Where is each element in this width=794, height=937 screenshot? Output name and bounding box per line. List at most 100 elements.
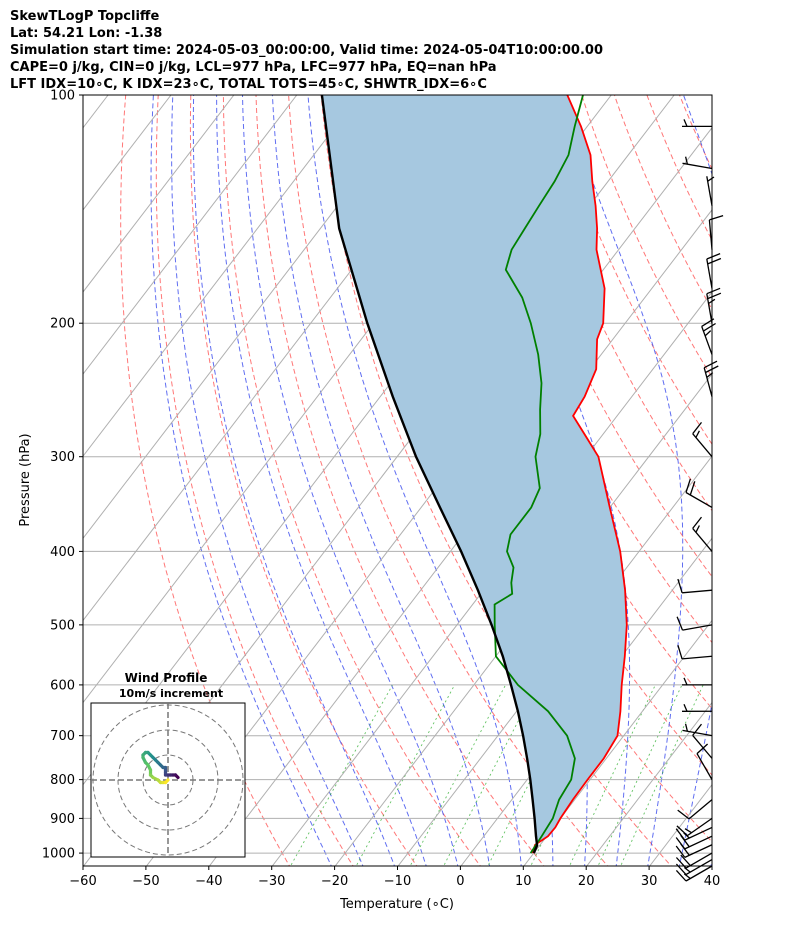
isotherm-gridline — [397, 455, 712, 866]
wind-barb — [676, 616, 713, 631]
moist-adiabat — [563, 95, 684, 866]
y-tick-label: 200 — [50, 317, 75, 332]
x-axis-label: Temperature (∘C) — [339, 897, 454, 912]
x-tick-label: −20 — [321, 874, 348, 889]
dry-adiabat — [769, 78, 794, 869]
x-tick-label: 40 — [704, 874, 721, 889]
wind-barb — [692, 723, 713, 759]
plot-content — [83, 78, 794, 869]
x-tick-label: −30 — [258, 874, 285, 889]
dry-adiabat — [255, 95, 545, 866]
y-tick-label: 400 — [50, 545, 75, 560]
wind-barb — [681, 119, 713, 128]
isotherm-gridline — [334, 373, 712, 866]
x-tick-label: 20 — [578, 874, 595, 889]
dry-adiabat — [385, 95, 712, 776]
wind-barb — [692, 516, 713, 552]
x-tick-label: −50 — [132, 874, 159, 889]
dry-adiabat — [155, 95, 354, 866]
hodograph-title: Wind Profile — [125, 671, 208, 685]
simulation-times: Simulation start time: 2024-05-03_00:00:… — [10, 43, 603, 58]
y-axis-label: Pressure (hPa) — [18, 433, 33, 526]
moist-adiabat — [710, 859, 712, 866]
x-tick-label: 10 — [515, 874, 532, 889]
wind-barb — [692, 422, 713, 458]
wind-barb — [696, 743, 713, 780]
wind-barb — [682, 723, 713, 737]
wind-barbs — [675, 119, 724, 882]
y-tick-label: 300 — [50, 450, 75, 465]
dry-adiabat — [548, 95, 712, 446]
mixing-ratio-line — [289, 684, 393, 866]
x-axis: −60 −50 −40 −30 −20 −10 0 10 20 30 40 — [69, 866, 720, 889]
wind-barb — [706, 176, 715, 206]
mixing-ratio-line — [597, 684, 683, 866]
isotherm-gridline — [523, 619, 712, 866]
wind-barb — [708, 214, 724, 250]
x-tick-label: 0 — [456, 874, 464, 889]
x-tick-label: −10 — [384, 874, 411, 889]
y-tick-label: 500 — [50, 618, 75, 633]
wind-barb — [681, 677, 713, 686]
moist-adiabat — [473, 95, 631, 866]
chart-header: SkewTLogP Topcliffe Lat: 54.21 Lon: -1.3… — [10, 8, 603, 93]
y-tick-label: 900 — [50, 812, 75, 827]
wind-barb — [682, 156, 713, 170]
x-tick-label: −40 — [195, 874, 222, 889]
wind-barb — [685, 478, 713, 509]
stability-indices: LFT IDX=10∘C, K IDX=23∘C, TOTAL TOTS=45∘… — [10, 77, 487, 92]
parcel-profile — [320, 95, 539, 854]
wind-barb — [675, 852, 713, 869]
stability-parameters: CAPE=0 j/kg, CIN=0 j/kg, LCL=977 hPa, LF… — [10, 60, 497, 75]
y-tick-label: 700 — [50, 729, 75, 744]
dry-adiabat — [222, 95, 482, 866]
x-tick-label: −60 — [69, 874, 96, 889]
dry-adiabat — [288, 95, 609, 866]
hodograph-plot — [91, 703, 245, 857]
wind-barb — [677, 645, 713, 660]
wind-barb — [701, 318, 716, 355]
hodograph: Wind Profile 10m/s increment — [90, 671, 246, 858]
parcel-shading — [321, 95, 627, 854]
hodograph-segment — [163, 778, 170, 785]
chart-title: SkewTLogP Topcliffe — [10, 9, 160, 24]
wind-barb — [677, 578, 713, 594]
mixing-ratio-line — [569, 684, 656, 866]
mixing-ratio-line — [620, 684, 704, 866]
hodograph-subtitle: 10m/s increment — [119, 687, 223, 700]
moist-adiabat — [216, 95, 427, 866]
dry-adiabat — [737, 78, 794, 869]
isotherm-gridline — [83, 95, 235, 293]
mixing-ratio-line — [355, 684, 456, 866]
moist-adiabat — [242, 95, 459, 866]
station-coordinates: Lat: 54.21 Lon: -1.38 — [10, 26, 163, 41]
isotherm-gridline — [713, 95, 794, 866]
wind-barb — [706, 252, 722, 289]
moist-adiabat — [171, 95, 364, 866]
y-axis: 1000 900 800 700 600 500 400 300 200 100 — [42, 89, 83, 862]
y-tick-label: 800 — [50, 773, 75, 788]
wind-barb — [681, 704, 713, 712]
dry-adiabat — [120, 95, 291, 866]
dry-adiabat — [516, 95, 712, 512]
moist-adiabat — [307, 95, 522, 866]
dry-adiabat — [711, 95, 712, 97]
temperature-profile — [531, 95, 628, 854]
isotherm-gridline — [776, 95, 794, 866]
isotherm-gridline — [83, 95, 423, 540]
isotherm-gridline — [83, 95, 361, 458]
mixing-ratio-lines — [289, 684, 704, 866]
wind-barb — [703, 360, 719, 397]
wind-barb — [676, 817, 713, 837]
dewpoint-profile — [493, 95, 584, 854]
isotherm-gridline — [586, 701, 712, 866]
wind-barb — [706, 287, 722, 324]
y-tick-label: 100 — [50, 89, 75, 104]
wind-barb — [677, 799, 713, 820]
y-tick-label: 1000 — [42, 847, 75, 862]
x-tick-label: 30 — [641, 874, 658, 889]
moist-adiabat — [271, 95, 491, 866]
y-tick-label: 600 — [50, 678, 75, 693]
moist-adiabat — [150, 95, 332, 866]
